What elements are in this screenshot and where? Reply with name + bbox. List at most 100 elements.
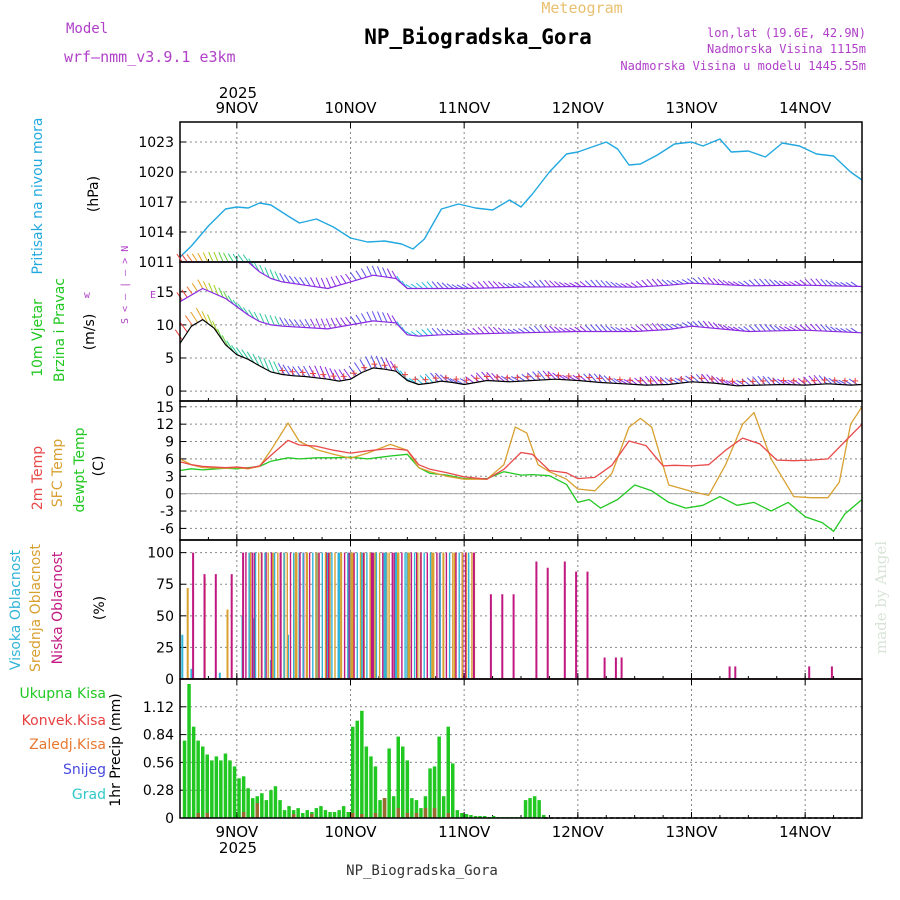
wind-gust-marker — [586, 374, 593, 381]
wind-barb — [820, 278, 828, 287]
wind-barb — [762, 375, 771, 386]
elevation-text: Nadmorska Visina 1115m — [707, 42, 866, 56]
precip-total-bar — [323, 810, 328, 818]
precip-total-bar — [537, 800, 541, 818]
product-title: Meteogram — [541, 0, 622, 17]
wind-barb — [559, 327, 567, 333]
wind-barb — [764, 278, 771, 286]
coords-text: lon,lat (19.6E, 42.9N) — [707, 26, 866, 40]
wind-barb — [526, 372, 536, 381]
y-tick-label: 3 — [165, 469, 174, 485]
wind-band-top-line — [180, 261, 863, 290]
wind-barb — [769, 324, 776, 332]
wind-barb — [562, 374, 572, 381]
wind-barb — [410, 283, 418, 289]
wind-barb — [208, 251, 214, 263]
wind-barb — [759, 278, 766, 286]
precip-total-bar — [446, 726, 450, 818]
wind-barb — [370, 355, 378, 369]
y-tick-label: 9 — [165, 435, 174, 451]
precip-convective-bar — [396, 808, 400, 818]
y-tick-label: 1023 — [138, 135, 174, 151]
wind-gust-marker — [780, 377, 787, 384]
wind-barb — [741, 378, 751, 386]
wind-barb — [482, 326, 490, 334]
wind-barb — [405, 284, 413, 289]
wind-barb — [600, 324, 608, 332]
precip-legend-item: Zaledj.Kisa — [29, 737, 106, 753]
precip-total-bar — [414, 800, 419, 818]
wind-gust-marker — [770, 377, 777, 384]
wind-barb — [835, 327, 843, 333]
wind-barb — [661, 323, 669, 330]
wind-barb — [359, 359, 367, 371]
wind-barb — [355, 270, 362, 279]
wind-barb — [577, 374, 587, 382]
wind-barb — [366, 266, 372, 276]
wind-barb — [231, 345, 239, 356]
credit-watermark: made by Angel — [872, 541, 890, 654]
bottom-day-label: 14NOV — [779, 823, 832, 841]
cloud-title-mid: Srednja Oblacnost — [28, 544, 44, 672]
wind-barb — [707, 321, 715, 329]
wind-barb — [825, 325, 833, 332]
wind-barb — [191, 283, 199, 292]
wind-barb — [340, 274, 347, 284]
wind-barb — [181, 254, 188, 263]
wind-barb — [748, 325, 756, 332]
wind-barb — [692, 320, 700, 328]
wind-barb — [777, 378, 787, 386]
y-tick-label: 0.84 — [143, 728, 174, 744]
wind-gust-marker — [678, 376, 685, 383]
wind-barb — [615, 282, 623, 288]
wind-barb — [799, 324, 807, 331]
wind-barb — [492, 326, 500, 334]
wind-gust-marker — [514, 374, 521, 381]
wind-barb — [343, 368, 352, 380]
wind-barb — [459, 378, 469, 385]
wind-gust-marker — [565, 372, 572, 379]
wind-barb — [371, 311, 378, 322]
wind-title-1: 10m Vjetar — [30, 299, 46, 377]
precip-total-bar — [432, 766, 437, 818]
wind-barb — [595, 324, 603, 332]
wind-barb — [259, 264, 265, 275]
wind-barb — [547, 371, 557, 380]
wind-barb — [656, 323, 664, 331]
wind-barb — [431, 327, 439, 336]
wind-gust-marker — [432, 375, 439, 382]
precip-legend-item: Konvek.Kisa — [22, 713, 106, 729]
wind-barb — [496, 374, 505, 382]
wind-barb — [528, 326, 536, 333]
wind-barb — [736, 379, 746, 386]
wind-barb — [779, 325, 787, 332]
wind-barb — [692, 277, 700, 284]
wind-barb — [208, 282, 214, 294]
y-tick-label: 1011 — [138, 255, 174, 271]
wind-barb — [845, 281, 853, 287]
wind-barb — [549, 325, 557, 333]
wind-gust-marker — [483, 373, 490, 380]
wind-barb — [569, 282, 577, 287]
compass-east: E — [150, 290, 156, 301]
wind-barb — [794, 280, 802, 286]
wind-barb — [201, 310, 209, 324]
wind-barb — [717, 279, 725, 286]
wind-barb — [572, 374, 582, 382]
wind-barb — [277, 362, 286, 376]
wind-barb — [512, 283, 521, 288]
wind-barb — [549, 280, 557, 288]
precip-total-bar — [251, 798, 255, 818]
wind-barb — [431, 281, 439, 289]
wind-barb — [799, 279, 807, 286]
wind-barb — [186, 254, 193, 263]
wind-gust-marker — [340, 373, 347, 380]
y-tick-label: 100 — [147, 546, 174, 562]
wind-barb — [651, 322, 659, 331]
wind-barb — [544, 325, 551, 333]
wind-barb — [310, 318, 316, 329]
top-day-label: 12NOV — [552, 99, 605, 117]
y-tick-label: 1.12 — [143, 700, 174, 716]
precip-legend-item: Ukupna Kisa — [19, 686, 106, 702]
wind-barb — [630, 282, 638, 288]
